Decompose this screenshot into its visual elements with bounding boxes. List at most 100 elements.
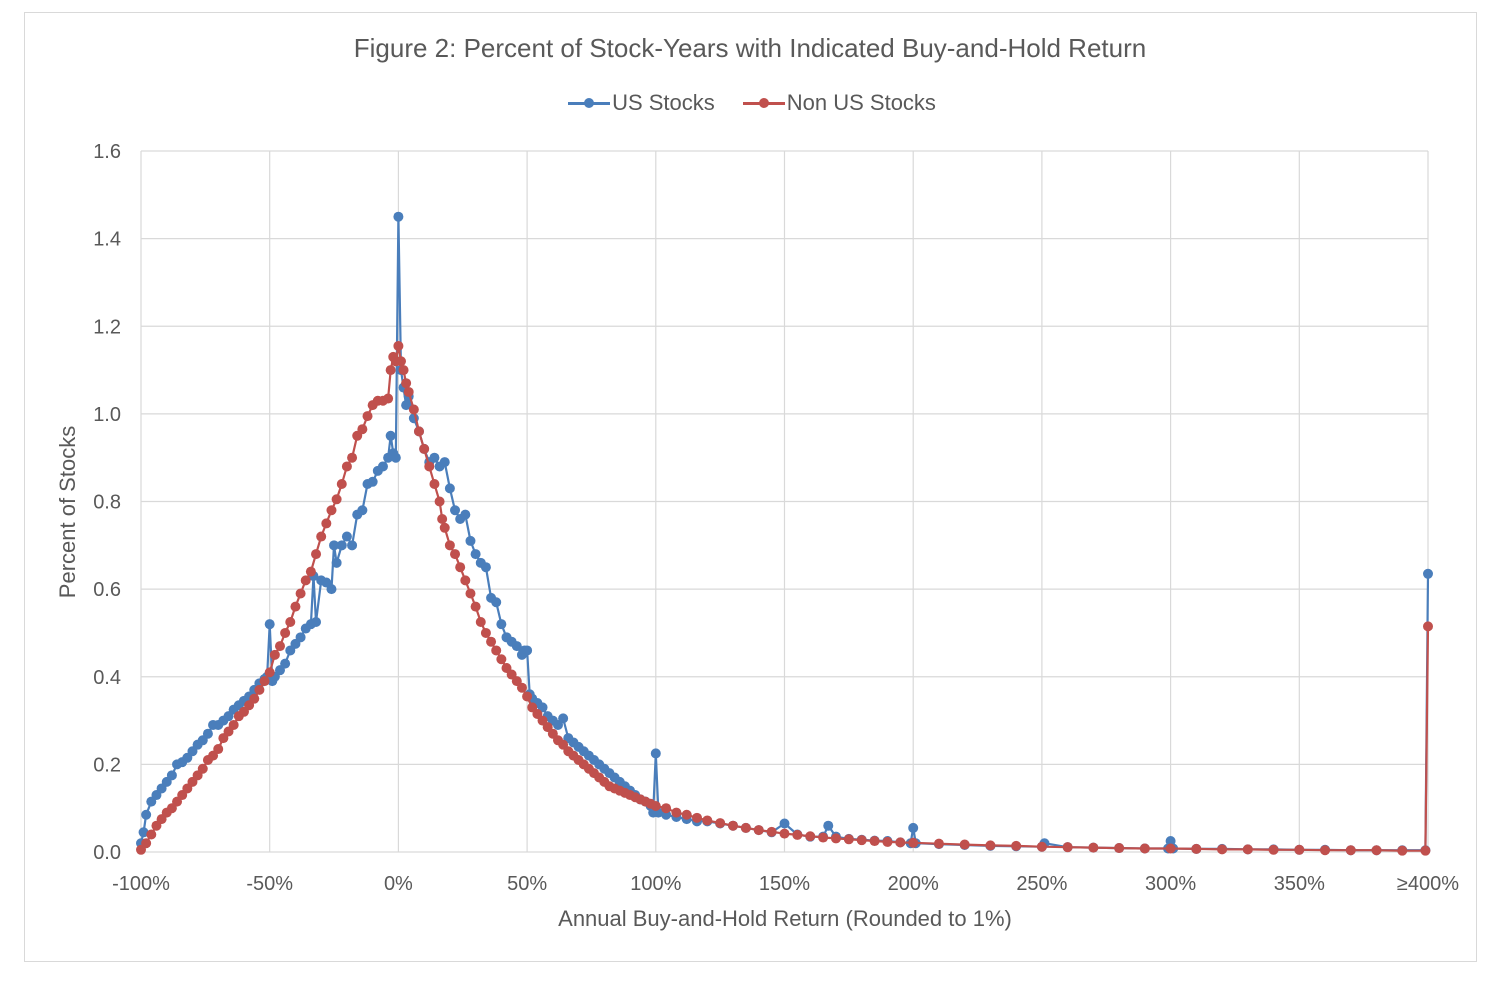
- legend-item-us-stocks[interactable]: US Stocks: [568, 90, 715, 116]
- data-point-non-us-stocks: [516, 682, 527, 693]
- data-point-non-us-stocks: [491, 645, 502, 656]
- y-tick-label: 0.6: [93, 579, 121, 601]
- data-point-non-us-stocks: [650, 800, 661, 811]
- data-point-non-us-stocks: [1423, 621, 1433, 632]
- x-tick-label: 100%: [630, 873, 681, 895]
- data-point-us-stocks: [401, 400, 412, 411]
- data-point-non-us-stocks: [455, 562, 466, 573]
- data-point-non-us-stocks: [818, 832, 829, 843]
- legend-label-us-stocks: US Stocks: [612, 90, 715, 115]
- data-point-us-stocks: [138, 827, 149, 838]
- data-point-non-us-stocks: [285, 616, 296, 627]
- data-point-us-stocks: [311, 616, 322, 627]
- data-point-non-us-stocks: [792, 829, 803, 840]
- data-point-non-us-stocks: [444, 540, 455, 551]
- data-point-non-us-stocks: [146, 829, 157, 840]
- data-point-non-us-stocks: [331, 494, 342, 505]
- data-point-us-stocks: [429, 452, 440, 463]
- y-axis-label: Percent of Stocks: [55, 425, 80, 599]
- data-point-non-us-stocks: [486, 636, 497, 647]
- x-tick-label: ≥400%: [1397, 873, 1459, 895]
- legend-item-non-us-stocks[interactable]: Non US Stocks: [742, 90, 936, 116]
- data-point-us-stocks: [331, 557, 342, 568]
- data-point-non-us-stocks: [805, 831, 816, 842]
- data-point-us-stocks: [377, 461, 388, 472]
- x-axis-label: Annual Buy-and-Hold Return (Rounded to 1…: [558, 906, 1012, 931]
- data-point-non-us-stocks: [1114, 843, 1125, 854]
- data-point-non-us-stocks: [290, 601, 301, 612]
- data-point-non-us-stocks: [385, 365, 396, 376]
- data-point-us-stocks: [393, 211, 404, 222]
- data-point-us-stocks: [779, 818, 790, 829]
- data-point-us-stocks: [166, 770, 177, 781]
- data-point-non-us-stocks: [475, 616, 486, 627]
- data-point-non-us-stocks: [254, 684, 265, 695]
- data-point-non-us-stocks: [413, 426, 424, 437]
- data-point-non-us-stocks: [1062, 842, 1073, 853]
- data-point-us-stocks: [823, 820, 834, 831]
- data-point-non-us-stocks: [398, 365, 409, 376]
- data-point-us-stocks: [390, 452, 401, 463]
- data-point-non-us-stocks: [213, 744, 224, 755]
- data-point-non-us-stocks: [895, 837, 906, 848]
- y-tick-label: 0.4: [93, 667, 121, 689]
- data-point-us-stocks: [347, 540, 358, 551]
- data-point-non-us-stocks: [434, 496, 445, 507]
- data-point-us-stocks: [264, 619, 275, 630]
- data-point-non-us-stocks: [465, 588, 476, 599]
- y-tick-label: 0.2: [93, 754, 121, 776]
- data-point-non-us-stocks: [1294, 844, 1305, 855]
- chart-frame: [24, 12, 1477, 962]
- data-point-non-us-stocks: [470, 601, 481, 612]
- data-point-non-us-stocks: [403, 386, 414, 397]
- data-point-non-us-stocks: [1217, 844, 1228, 855]
- legend-swatch-us-stocks: [568, 96, 611, 110]
- data-point-us-stocks: [1423, 568, 1433, 579]
- data-point-non-us-stocks: [264, 667, 275, 678]
- data-point-non-us-stocks: [480, 627, 491, 638]
- data-point-non-us-stocks: [326, 505, 337, 516]
- data-point-non-us-stocks: [1320, 845, 1331, 856]
- data-point-non-us-stocks: [882, 836, 893, 847]
- data-point-non-us-stocks: [300, 575, 311, 586]
- data-point-non-us-stocks: [395, 356, 406, 367]
- data-point-us-stocks: [511, 641, 522, 652]
- y-tick-label: 1.2: [93, 316, 121, 338]
- data-point-non-us-stocks: [661, 803, 672, 814]
- data-point-non-us-stocks: [779, 828, 790, 839]
- x-tick-label: 350%: [1274, 873, 1325, 895]
- data-point-us-stocks: [465, 535, 476, 546]
- data-point-us-stocks: [202, 728, 213, 739]
- data-point-us-stocks: [385, 430, 396, 441]
- data-point-non-us-stocks: [766, 826, 777, 837]
- data-point-us-stocks: [280, 658, 291, 669]
- data-point-non-us-stocks: [959, 839, 970, 850]
- data-point-non-us-stocks: [1268, 844, 1279, 855]
- data-point-us-stocks: [357, 505, 368, 516]
- data-point-us-stocks: [470, 549, 481, 560]
- data-point-non-us-stocks: [1397, 845, 1408, 856]
- data-point-non-us-stocks: [843, 834, 854, 845]
- x-tick-label: -100%: [112, 873, 170, 895]
- data-point-non-us-stocks: [429, 478, 440, 489]
- x-tick-label: 300%: [1145, 873, 1196, 895]
- data-point-non-us-stocks: [522, 691, 533, 702]
- data-point-non-us-stocks: [715, 818, 726, 829]
- data-point-non-us-stocks: [753, 825, 764, 836]
- data-point-non-us-stocks: [311, 549, 322, 560]
- data-point-non-us-stocks: [460, 575, 471, 586]
- data-point-non-us-stocks: [401, 378, 412, 389]
- data-point-non-us-stocks: [274, 641, 285, 652]
- data-point-non-us-stocks: [383, 393, 394, 404]
- data-point-us-stocks: [367, 476, 378, 487]
- y-tick-label: 1.6: [93, 141, 121, 163]
- data-point-non-us-stocks: [496, 654, 507, 665]
- x-tick-label: 50%: [507, 873, 547, 895]
- data-point-non-us-stocks: [702, 815, 713, 826]
- data-point-non-us-stocks: [305, 566, 316, 577]
- legend-label-non-us-stocks: Non US Stocks: [786, 90, 936, 115]
- data-point-non-us-stocks: [357, 424, 368, 435]
- series-line-non-us-stocks: [140, 344, 1430, 852]
- data-point-non-us-stocks: [671, 807, 682, 818]
